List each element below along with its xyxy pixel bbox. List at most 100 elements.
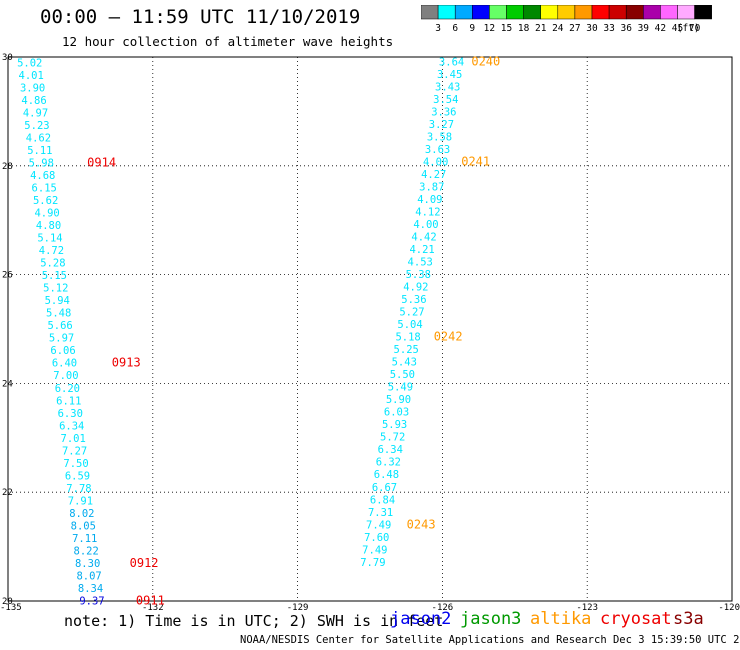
swh-value: 3.54 — [433, 94, 458, 106]
swh-value: 5.94 — [45, 295, 70, 307]
legend-label: 39 — [638, 23, 650, 34]
swh-value: 3.45 — [437, 69, 462, 81]
lon-tick-label: -126 — [432, 603, 454, 613]
swh-value: 5.38 — [406, 269, 431, 281]
pass-time-label: 0914 — [87, 156, 116, 170]
color-legend: 3 6 9 12 15 18 21 24 27 30 33 36 39 42 45 70(ft) — [421, 5, 712, 34]
swh-value: 4.42 — [411, 232, 436, 244]
swh-value: 7.31 — [368, 507, 393, 519]
legend-swatch — [694, 5, 712, 20]
swh-value: 5.12 — [43, 283, 68, 295]
swh-value: 9.37 — [79, 595, 104, 607]
swh-value: 6.20 — [55, 383, 80, 395]
swh-value: 3.64 — [439, 56, 464, 68]
swh-value: 4.86 — [21, 95, 46, 107]
lat-tick-label: 24 — [2, 379, 13, 389]
swh-value: 5.62 — [33, 195, 58, 207]
satellite-label-jason3: jason3 — [460, 609, 522, 629]
swh-value: 6.84 — [370, 494, 395, 506]
swh-value: 4.27 — [421, 169, 446, 181]
swh-value: 5.23 — [24, 120, 49, 132]
swh-value: 5.98 — [29, 158, 54, 170]
swh-value: 5.97 — [49, 333, 74, 345]
map-plot: 30 28 26 24 22 20-135 -132 -129 -126 -123 -120 5.02… — [0, 53, 740, 613]
swh-value: 5.18 — [395, 332, 420, 344]
swh-value: 8.30 — [75, 558, 100, 570]
swh-value: 5.02 — [17, 57, 42, 69]
swh-value: 6.59 — [65, 470, 90, 482]
swh-value: 4.90 — [34, 208, 59, 220]
swh-value: 8.02 — [69, 508, 94, 520]
legend-label: 12 — [484, 23, 495, 34]
swh-value: 5.28 — [40, 258, 65, 270]
lat-tick-label: 26 — [2, 271, 13, 281]
swh-value: 4.62 — [26, 133, 51, 145]
swh-value: 5.90 — [386, 394, 411, 406]
lat-tick-label: 30 — [2, 53, 13, 63]
swh-value: 3.27 — [429, 119, 454, 131]
legend-label: 6 — [452, 23, 458, 34]
swh-value: 7.79 — [360, 557, 385, 569]
legend-label: 9 — [469, 23, 475, 34]
pass-time-label: 0911 — [136, 593, 165, 607]
swh-value: 6.67 — [372, 482, 397, 494]
swh-value: 6.40 — [52, 358, 77, 370]
lon-tick-label: -135 — [0, 603, 22, 613]
swh-value: 6.15 — [32, 183, 57, 195]
footer-note: note: 1) Time is in UTC; 2) SWH is in fe… — [64, 612, 444, 630]
swh-value: 4.80 — [36, 220, 61, 232]
swh-value: 6.11 — [56, 395, 81, 407]
swh-value: 6.30 — [58, 408, 83, 420]
pass-time-label: 0243 — [407, 517, 436, 531]
swh-value: 5.50 — [390, 369, 415, 381]
pass-time-label: 0241 — [461, 154, 490, 168]
swh-value: 4.53 — [408, 257, 433, 269]
pass-time-label: 0242 — [434, 330, 463, 344]
swh-value: 4.68 — [30, 170, 55, 182]
lat-tick-label: 20 — [2, 597, 13, 607]
swh-value: 7.91 — [68, 495, 93, 507]
satellite-label-cryosat: cryosat — [600, 609, 672, 629]
swh-value: 4.97 — [23, 107, 48, 119]
map-frame — [7, 56, 733, 602]
swh-value: 3.87 — [419, 181, 444, 193]
swh-value: 5.43 — [392, 357, 417, 369]
swh-value: 5.48 — [46, 308, 71, 320]
swh-value: 4.12 — [415, 206, 440, 218]
swh-value: 5.27 — [399, 307, 424, 319]
swh-value: 7.27 — [62, 445, 87, 457]
swh-value: 6.06 — [50, 345, 75, 357]
legend-label: 15 — [501, 23, 512, 34]
swh-value: 7.60 — [364, 532, 389, 544]
legend-label: 18 — [518, 23, 530, 34]
swh-value: 3.36 — [431, 106, 456, 118]
lon-tick-label: -120 — [718, 603, 740, 613]
swh-value: 4.21 — [409, 244, 434, 256]
lon-tick-label: -123 — [576, 603, 598, 613]
swh-value: 4.92 — [403, 282, 428, 294]
legend-label: 36 — [620, 23, 632, 34]
satellite-label-s3a: s3a — [673, 609, 704, 629]
lon-tick-label: -129 — [287, 603, 309, 613]
swh-value: 6.34 — [59, 420, 84, 432]
lon-tick-label: -132 — [142, 603, 164, 613]
legend-label: 33 — [603, 23, 614, 34]
legend-label: 70 — [689, 23, 701, 34]
swh-value: 4.00 — [423, 156, 448, 168]
swh-value: 7.01 — [61, 433, 86, 445]
map-subtitle: 12 hour collection of altimeter wave hei… — [62, 34, 394, 49]
swh-value: 5.04 — [397, 319, 422, 331]
swh-value: 8.05 — [71, 520, 96, 532]
swh-value: 6.32 — [376, 457, 401, 469]
swh-value: 7.50 — [63, 458, 88, 470]
swh-value: 4.72 — [39, 245, 64, 257]
swh-value: 3.58 — [427, 131, 452, 143]
swh-value: 7.00 — [53, 370, 78, 382]
map-title: 00:00 – 11:59 UTC 11/10/2019 — [40, 6, 361, 28]
lat-tick-label: 28 — [2, 162, 13, 172]
swh-value: 7.11 — [72, 533, 97, 545]
satellite-label-jason2: jason2 — [390, 609, 452, 629]
legend-unit: (ft) — [677, 23, 700, 34]
legend-label: 21 — [535, 23, 547, 34]
